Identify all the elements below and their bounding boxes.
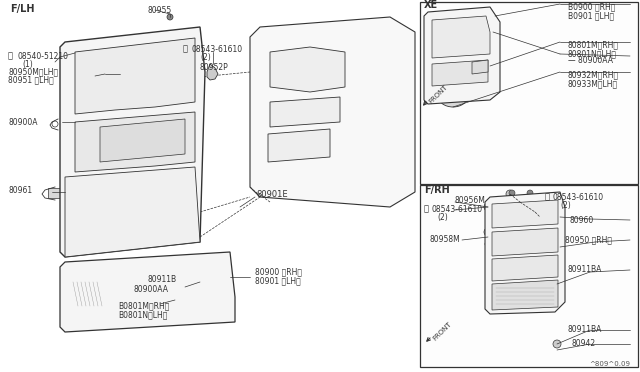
Circle shape <box>553 340 561 348</box>
Text: XE: XE <box>424 0 438 10</box>
Text: 80933M〈LH〉: 80933M〈LH〉 <box>568 79 618 88</box>
Circle shape <box>180 282 190 292</box>
Polygon shape <box>492 228 558 256</box>
Circle shape <box>556 213 564 221</box>
Text: F/RH: F/RH <box>424 185 450 195</box>
Text: 80900A: 80900A <box>8 118 38 126</box>
Polygon shape <box>250 17 415 207</box>
Text: Ⓢ: Ⓢ <box>8 51 13 61</box>
Text: 80950 〈RH〉: 80950 〈RH〉 <box>565 235 612 244</box>
Bar <box>420 2 638 184</box>
Text: F/LH: F/LH <box>10 4 35 14</box>
Text: 80900AA: 80900AA <box>133 285 168 295</box>
Circle shape <box>315 52 325 62</box>
Circle shape <box>484 203 492 211</box>
Polygon shape <box>424 7 500 104</box>
Circle shape <box>556 243 564 251</box>
Bar <box>420 185 638 367</box>
Text: B0801N〈LH〉: B0801N〈LH〉 <box>118 311 168 320</box>
Text: 80932M〈RH〉: 80932M〈RH〉 <box>568 70 619 79</box>
Ellipse shape <box>83 276 138 311</box>
Text: (2): (2) <box>200 52 211 61</box>
Text: 08543-61610: 08543-61610 <box>192 45 243 54</box>
Ellipse shape <box>438 85 468 107</box>
Circle shape <box>189 70 201 82</box>
Text: 08540-51210: 08540-51210 <box>17 51 68 61</box>
Text: 80901E: 80901E <box>256 189 287 199</box>
Text: — 80900AA: — 80900AA <box>568 56 613 65</box>
Polygon shape <box>492 200 558 228</box>
Text: 08543-61610: 08543-61610 <box>553 192 604 202</box>
Text: 80955: 80955 <box>148 6 172 15</box>
Text: Ⓢ: Ⓢ <box>183 45 188 54</box>
Circle shape <box>509 190 515 196</box>
Text: 80900 〈RH〉: 80900 〈RH〉 <box>255 267 302 276</box>
Text: 80961: 80961 <box>8 186 32 195</box>
Polygon shape <box>432 60 488 86</box>
Circle shape <box>527 190 533 196</box>
Text: 80801N〈LH〉: 80801N〈LH〉 <box>568 49 617 58</box>
Circle shape <box>156 300 164 308</box>
Circle shape <box>372 119 378 125</box>
Polygon shape <box>207 64 218 80</box>
Polygon shape <box>100 119 185 162</box>
Text: 80958M: 80958M <box>430 234 461 244</box>
Polygon shape <box>270 97 340 127</box>
Text: Ⓢ: Ⓢ <box>424 205 429 214</box>
Text: 80950M〈LH〉: 80950M〈LH〉 <box>8 67 58 77</box>
Text: 80801M〈RH〉: 80801M〈RH〉 <box>568 40 619 49</box>
Text: 80911BA: 80911BA <box>568 326 602 334</box>
Polygon shape <box>75 38 195 114</box>
Polygon shape <box>60 252 235 332</box>
Text: 08543-61610: 08543-61610 <box>432 205 483 214</box>
Text: B0801M〈RH〉: B0801M〈RH〉 <box>118 301 170 311</box>
Text: 80942: 80942 <box>572 340 596 349</box>
Text: 80911B: 80911B <box>148 276 177 285</box>
Text: 80952P: 80952P <box>200 62 228 71</box>
Polygon shape <box>268 129 330 162</box>
Text: B0900 〈RH〉: B0900 〈RH〉 <box>568 2 616 11</box>
Text: (2): (2) <box>437 212 448 221</box>
Circle shape <box>553 280 561 288</box>
Circle shape <box>167 14 173 20</box>
Text: B0901 〈LH〉: B0901 〈LH〉 <box>568 11 614 20</box>
Polygon shape <box>492 255 558 281</box>
Polygon shape <box>472 60 488 74</box>
Text: (2): (2) <box>560 201 571 209</box>
Polygon shape <box>432 16 490 58</box>
Polygon shape <box>270 47 345 92</box>
Text: 80960: 80960 <box>570 215 595 224</box>
Text: 80956M: 80956M <box>455 196 486 205</box>
Text: (1): (1) <box>22 60 33 68</box>
Polygon shape <box>65 167 200 257</box>
Text: 80911BA: 80911BA <box>568 266 602 275</box>
Polygon shape <box>485 192 565 314</box>
Bar <box>48 188 63 198</box>
Polygon shape <box>492 280 558 310</box>
Circle shape <box>488 28 496 36</box>
Circle shape <box>506 190 514 198</box>
Polygon shape <box>60 27 205 257</box>
Text: 80901 〈LH〉: 80901 〈LH〉 <box>255 276 301 285</box>
Text: Ⓢ: Ⓢ <box>545 192 550 202</box>
Circle shape <box>485 241 491 247</box>
Text: ^809^0.09: ^809^0.09 <box>589 361 630 367</box>
Polygon shape <box>75 112 195 172</box>
Text: FRONT: FRONT <box>432 321 453 342</box>
Circle shape <box>484 228 492 236</box>
Circle shape <box>76 310 84 318</box>
Text: FRONT: FRONT <box>428 84 449 105</box>
Text: 80951 〈LH〉: 80951 〈LH〉 <box>8 76 54 84</box>
Ellipse shape <box>290 160 330 185</box>
